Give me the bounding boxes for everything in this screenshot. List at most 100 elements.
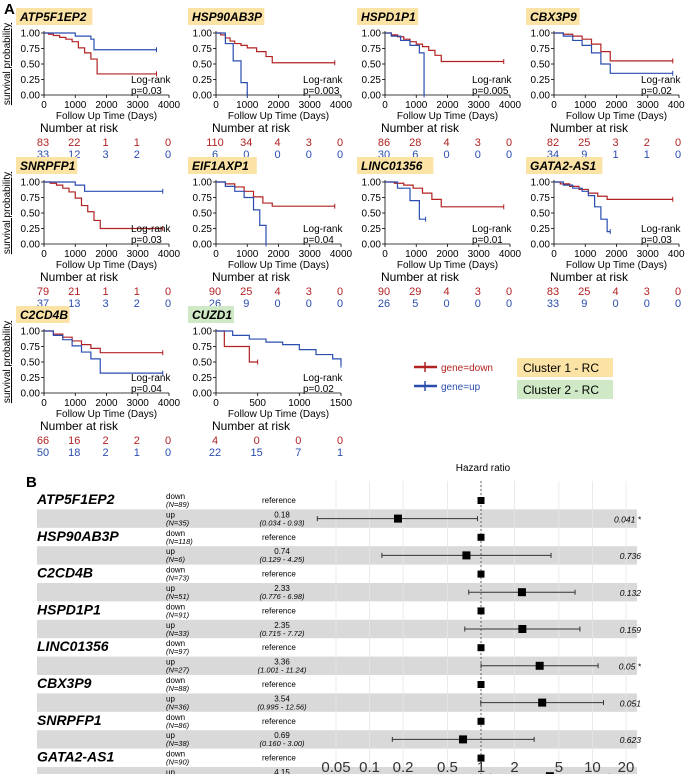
logrank-pvalue: p=0.005 [472,86,509,97]
y-tick-label: 0.00 [531,91,551,102]
logrank-label: Log-rank [131,373,171,384]
risk-up-value: 1 [134,447,140,459]
legend: gene=down gene=up Cluster 1 - RC Cluster… [414,358,613,399]
y-tick-label: 1.00 [531,29,551,40]
risk-down-value: 1 [102,137,108,149]
up-row-band [37,767,637,774]
forest-down-label: down [166,750,185,759]
risk-up-value: 0 [165,447,171,459]
up-row-band [37,619,637,639]
forest-p-value: 0.023 * [614,772,642,774]
forest-reference-point [477,607,485,615]
risk-down-value: 4 [443,286,449,298]
risk-up-value: 2 [102,447,108,459]
forest-gene-label: HSPD1P1 [37,601,101,617]
forest-gene-label: GATA2-AS1 [37,749,114,765]
risk-up-value: 2 [134,298,140,310]
logrank-pvalue: p=0.04 [303,235,334,246]
y-tick-label: 0.00 [21,389,41,400]
forest-ci-value: (0.034 - 0.93) [259,518,305,527]
risk-down-value: 0 [675,286,681,298]
y-tick-label: 0.75 [21,342,41,353]
km-curve-down [216,181,335,207]
risk-up-value: 7 [295,447,301,459]
x-tick-label: 3000 [637,100,660,111]
forest-x-tick-label: 1 [477,759,485,774]
y-tick-label: 0.75 [531,44,551,55]
risk-up-value: 9 [243,298,249,310]
logrank-label: Log-rank [131,75,171,86]
forest-up-n: (N=51) [166,592,190,601]
forest-up-label: up [166,621,175,630]
x-tick-label: 2000 [95,249,118,260]
x-tick-label: 1000 [64,249,87,260]
forest-down-label: down [166,639,185,648]
x-tick-label: 500 [249,398,266,409]
risk-up-value: 26 [378,298,390,310]
x-axis-label: Follow Up Time (Days) [228,409,329,420]
forest-hr-value: 2.33 [274,584,290,593]
logrank-pvalue: p=0.003 [303,86,340,97]
risk-down-value: 25 [578,286,590,298]
forest-reference-point [477,754,485,762]
risk-up-value: 3 [102,149,108,161]
forest-p-value: 0.132 [620,588,642,598]
forest-x-tick-label: 0.1 [359,759,380,774]
y-tick-label: 0.25 [21,75,41,86]
risk-down-value: 25 [240,286,252,298]
forest-p-value: 0.159 [620,625,642,635]
forest-reference-point [477,681,485,688]
forest-reference-label: reference [262,570,296,579]
y-tick-label: 0.50 [531,60,551,71]
x-tick-label: 2000 [605,249,628,260]
risk-down-value: 0 [165,137,171,149]
risk-up-value: 0 [612,298,618,310]
risk-down-value: 4 [443,137,449,149]
risk-down-value: 0 [295,435,301,447]
y-tick-label: 0.00 [21,240,41,251]
logrank-label: Log-rank [131,224,171,235]
y-tick-label: 0.00 [21,91,41,102]
risk-title: Number at risk [212,419,291,433]
risk-down-value: 4 [212,435,218,447]
forest-down-label: down [166,492,185,501]
risk-up-value: 22 [209,447,221,459]
logrank-pvalue: p=0.01 [472,235,503,246]
x-tick-label: 1000 [64,398,87,409]
forest-x-tick-label: 0.2 [393,759,414,774]
risk-down-value: 0 [337,137,343,149]
x-tick-label: 3000 [299,100,322,111]
forest-up-n: (N=38) [166,739,190,748]
forest-up-n: (N=27) [166,666,190,675]
km-panel-snrpfp1: SNRPFP1 0.00 0.25 0.50 0.75 1.00 0 1000 2000 3000… [2,157,181,310]
x-tick-label: 2000 [267,100,290,111]
risk-down-value: 3 [612,137,618,149]
forest-reference-point [477,570,485,578]
x-tick-label: 2000 [436,100,459,111]
forest-hr-value: 2.35 [274,621,290,630]
forest-reference-point [477,497,485,504]
x-tick-label: 2000 [95,398,118,409]
x-tick-label: 1500 [330,398,353,409]
y-tick-label: 0.75 [193,44,213,55]
y-tick-label: 0.00 [362,240,382,251]
cluster2-label: Cluster 2 - RC [523,383,599,397]
gene-title: CUZD1 [192,308,232,322]
risk-down-value: 1 [134,286,140,298]
forest-up-label: up [166,731,175,740]
x-tick-label: 4000 [330,100,353,111]
risk-up-value: 0 [337,298,343,310]
x-tick-label: 1000 [236,100,259,111]
x-tick-label: 4000 [330,249,353,260]
risk-down-value: 4 [274,137,280,149]
gene-title: CBX3P9 [530,10,577,24]
gene-title-box [188,157,257,174]
x-tick-label: 4000 [158,100,181,111]
risk-down-value: 3 [475,286,481,298]
y-tick-label: 0.25 [362,75,382,86]
forest-reference-label: reference [262,606,296,615]
x-axis-label: Follow Up Time (Days) [566,111,667,122]
y-tick-label: 0.25 [21,373,41,384]
